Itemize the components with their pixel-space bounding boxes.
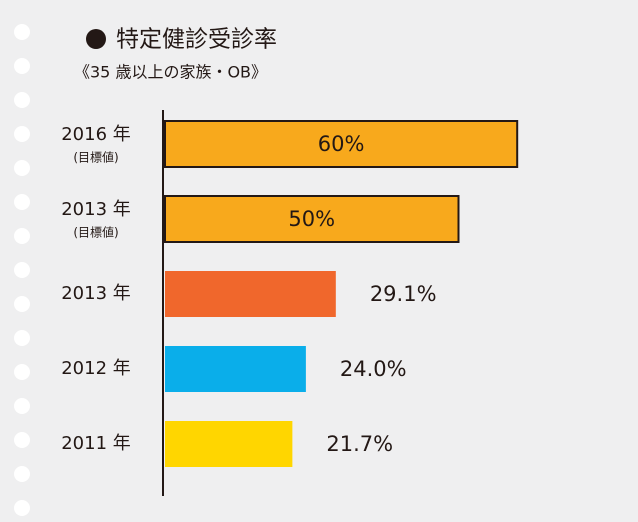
binder-hole <box>14 92 30 108</box>
chart-title: 特定健診受診率 <box>116 27 277 53</box>
binder-hole <box>14 262 30 278</box>
bar <box>164 120 519 168</box>
category-label: 2012 年 <box>61 358 131 379</box>
value-label: 60% <box>318 132 365 156</box>
binder-hole <box>14 126 30 142</box>
category-sublabel: (目標値) <box>73 150 118 165</box>
binder-hole <box>14 330 30 346</box>
title-bullet <box>86 29 106 49</box>
binder-hole <box>14 432 30 448</box>
value-label: 24.0% <box>340 357 407 381</box>
binder-hole <box>14 296 30 312</box>
bar <box>165 271 336 317</box>
binder-hole <box>14 160 30 176</box>
value-label: 29.1% <box>370 282 437 306</box>
category-sublabel: (目標値) <box>73 225 118 240</box>
category-label: 2013 年 <box>61 199 131 220</box>
binder-hole <box>14 24 30 40</box>
category-label: 2011 年 <box>61 433 131 454</box>
binder-hole <box>14 228 30 244</box>
bar <box>165 421 293 467</box>
binder-hole <box>14 500 30 516</box>
bar <box>165 346 306 392</box>
value-label: 50% <box>288 207 335 231</box>
binder-hole <box>14 194 30 210</box>
binder-hole <box>14 58 30 74</box>
binder-hole <box>14 466 30 482</box>
bar <box>164 195 460 243</box>
binder-hole <box>14 398 30 414</box>
category-label: 2013 年 <box>61 283 131 304</box>
value-label: 21.7% <box>326 432 393 456</box>
chart-subtitle: 《35 歳以上の家族・OB》 <box>74 63 267 82</box>
binder-holes <box>14 24 30 516</box>
binder-hole <box>14 364 30 380</box>
category-label: 2016 年 <box>61 124 131 145</box>
